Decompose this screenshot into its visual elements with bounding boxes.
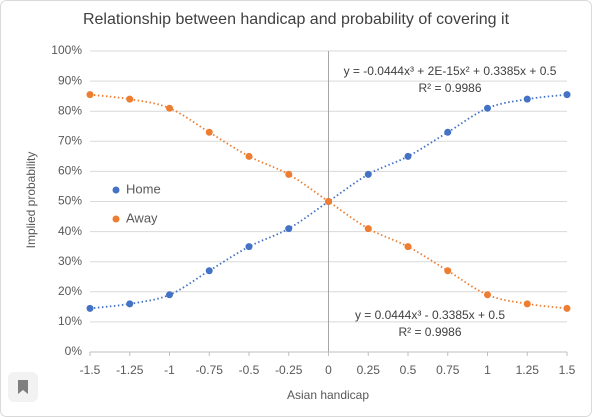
data-point: [404, 243, 412, 251]
equation: y = 0.0444x³ - 0.3385x + 0.5: [355, 308, 505, 322]
data-point: [285, 225, 293, 233]
y-tick-label: 0%: [65, 344, 83, 358]
x-tick-label: -1.5: [80, 363, 101, 377]
y-tick-label: 100%: [51, 43, 82, 57]
legend-marker: [112, 186, 120, 194]
y-tick-label: 80%: [58, 103, 82, 117]
legend-marker: [112, 215, 120, 223]
data-point: [364, 225, 372, 233]
x-tick-label: -1: [164, 363, 175, 377]
legend-label: Home: [126, 181, 161, 196]
data-point: [563, 91, 571, 99]
r-squared: R² = 0.9986: [398, 325, 461, 339]
data-point: [245, 243, 253, 251]
y-axis-label: Implied probability: [24, 152, 38, 249]
data-point: [166, 291, 173, 299]
data-point: [205, 128, 213, 136]
x-tick-label: 0.5: [400, 363, 417, 377]
y-tick-label: 30%: [58, 254, 82, 268]
data-point: [86, 304, 94, 312]
data-point: [325, 198, 332, 205]
equation: y = -0.0444x³ + 2E-15x² + 0.3385x + 0.5: [344, 64, 557, 78]
x-tick-label: -1.25: [116, 363, 144, 377]
data-point: [166, 104, 173, 112]
data-point: [404, 152, 412, 160]
x-tick-label: -0.75: [196, 363, 224, 377]
data-point: [563, 304, 571, 312]
x-tick-label: 0.25: [357, 363, 381, 377]
y-tick-label: 70%: [58, 133, 82, 147]
data-point: [364, 170, 372, 178]
data-point: [444, 267, 452, 275]
r-squared: R² = 0.9986: [418, 81, 481, 95]
x-tick-label: 1: [484, 363, 491, 377]
y-tick-label: 60%: [58, 164, 82, 178]
bookmark[interactable]: [18, 380, 28, 394]
data-point: [126, 95, 134, 103]
x-tick-label: -0.5: [239, 363, 260, 377]
x-tick-label: 0: [325, 363, 332, 377]
data-point: [285, 170, 293, 178]
y-tick-label: 20%: [58, 284, 82, 298]
data-point: [484, 104, 491, 112]
y-tick-label: 40%: [58, 224, 82, 238]
chart-title: Relationship between handicap and probab…: [83, 11, 510, 28]
data-point: [245, 152, 253, 160]
data-point: [86, 91, 94, 99]
data-point: [126, 300, 134, 308]
bookmark-icon[interactable]: [8, 372, 38, 402]
x-tick-label: 1.25: [516, 363, 540, 377]
legend-label: Away: [126, 210, 158, 225]
y-tick-label: 50%: [58, 194, 82, 208]
data-point: [523, 95, 531, 103]
data-point: [523, 300, 531, 308]
x-tick-label: 0.75: [436, 363, 460, 377]
y-tick-label: 90%: [58, 73, 82, 87]
x-tick-label: -0.25: [275, 363, 303, 377]
data-point: [444, 128, 452, 136]
x-tick-label: 1.5: [559, 363, 576, 377]
y-tick-label: 10%: [58, 314, 82, 328]
data-point: [205, 267, 213, 275]
x-axis-label: Asian handicap: [287, 388, 369, 402]
data-point: [484, 291, 491, 299]
